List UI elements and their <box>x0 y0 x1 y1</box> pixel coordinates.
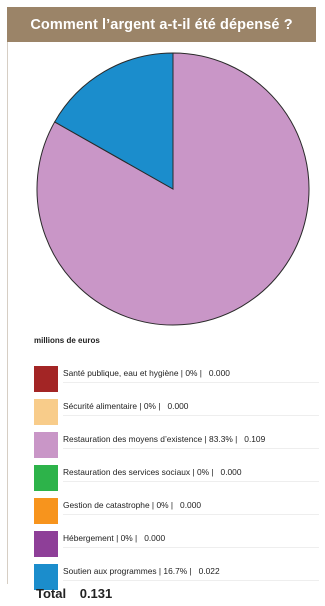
legend-label: Gestion de catastrophe | 0% | 0.000 <box>63 500 202 510</box>
legend-category: Restauration des moyens d’existence <box>63 434 203 444</box>
legend-percent: 83.3% <box>209 434 233 444</box>
unit-label: millions de euros <box>34 336 100 345</box>
pie-chart <box>36 52 310 326</box>
legend-value: 0.022 <box>198 566 220 576</box>
legend-percent: 0% <box>156 500 169 510</box>
legend-percent: 0% <box>143 401 156 411</box>
legend-percent: 0% <box>185 368 198 378</box>
legend-item: Santé publique, eau et hygiène | 0% | 0.… <box>34 366 319 392</box>
total-value: 0.131 <box>79 586 113 601</box>
legend-separator <box>63 580 319 581</box>
legend-value: 0.000 <box>180 500 202 510</box>
legend-swatch <box>34 465 58 491</box>
legend-item: Restauration des services sociaux | 0% |… <box>34 465 319 491</box>
legend-separator <box>63 547 319 548</box>
legend-category: Restauration des services sociaux <box>63 467 191 477</box>
legend: Santé publique, eau et hygiène | 0% | 0.… <box>34 366 319 597</box>
legend-separator <box>63 382 319 383</box>
chart-title-bar: Comment l’argent a-t-il été dépensé ? <box>7 7 316 42</box>
legend-value: 0.109 <box>244 434 266 444</box>
legend-item: Gestion de catastrophe | 0% | 0.000 <box>34 498 319 524</box>
total: Total 0.131 <box>36 586 112 601</box>
legend-category: Gestion de catastrophe <box>63 500 150 510</box>
legend-percent: 16.7% <box>163 566 188 576</box>
legend-separator <box>63 514 319 515</box>
legend-category: Soutien aux programmes <box>63 566 157 576</box>
legend-label: Santé publique, eau et hygiène | 0% | 0.… <box>63 368 230 378</box>
legend-separator <box>63 448 319 449</box>
legend-percent: 0% <box>120 533 133 543</box>
total-label: Total <box>36 586 67 601</box>
legend-swatch <box>34 564 58 590</box>
chart-title: Comment l’argent a-t-il été dépensé ? <box>30 16 293 33</box>
legend-swatch <box>34 366 58 392</box>
legend-percent: 0% <box>196 467 210 477</box>
legend-value: 0.000 <box>208 368 230 378</box>
legend-category: Sécurité alimentaire <box>63 401 138 411</box>
frame-left-border <box>7 42 8 584</box>
legend-swatch <box>34 432 58 458</box>
legend-label: Restauration des moyens d’existence | 83… <box>63 434 266 444</box>
legend-item: Hébergement | 0% | 0.000 <box>34 531 319 557</box>
legend-item: Soutien aux programmes | 16.7% | 0.022 <box>34 564 319 590</box>
legend-label: Soutien aux programmes | 16.7% | 0.022 <box>63 566 220 576</box>
legend-swatch <box>34 498 58 524</box>
legend-separator <box>63 415 319 416</box>
legend-category: Santé publique, eau et hygiène <box>63 368 179 378</box>
legend-item: Sécurité alimentaire | 0% | 0.000 <box>34 399 319 425</box>
legend-label: Hébergement | 0% | 0.000 <box>63 533 166 543</box>
legend-category: Hébergement <box>63 533 114 543</box>
legend-separator <box>63 481 319 482</box>
legend-value: 0.000 <box>144 533 166 543</box>
pie-chart-svg <box>36 52 310 326</box>
legend-swatch <box>34 399 58 425</box>
legend-swatch <box>34 531 58 557</box>
legend-value: 0.000 <box>220 467 242 477</box>
pie-slice <box>53 52 174 190</box>
legend-label: Restauration des services sociaux | 0% |… <box>63 467 242 477</box>
legend-value: 0.000 <box>167 401 189 411</box>
legend-label: Sécurité alimentaire | 0% | 0.000 <box>63 401 189 411</box>
legend-item: Restauration des moyens d’existence | 83… <box>34 432 319 458</box>
